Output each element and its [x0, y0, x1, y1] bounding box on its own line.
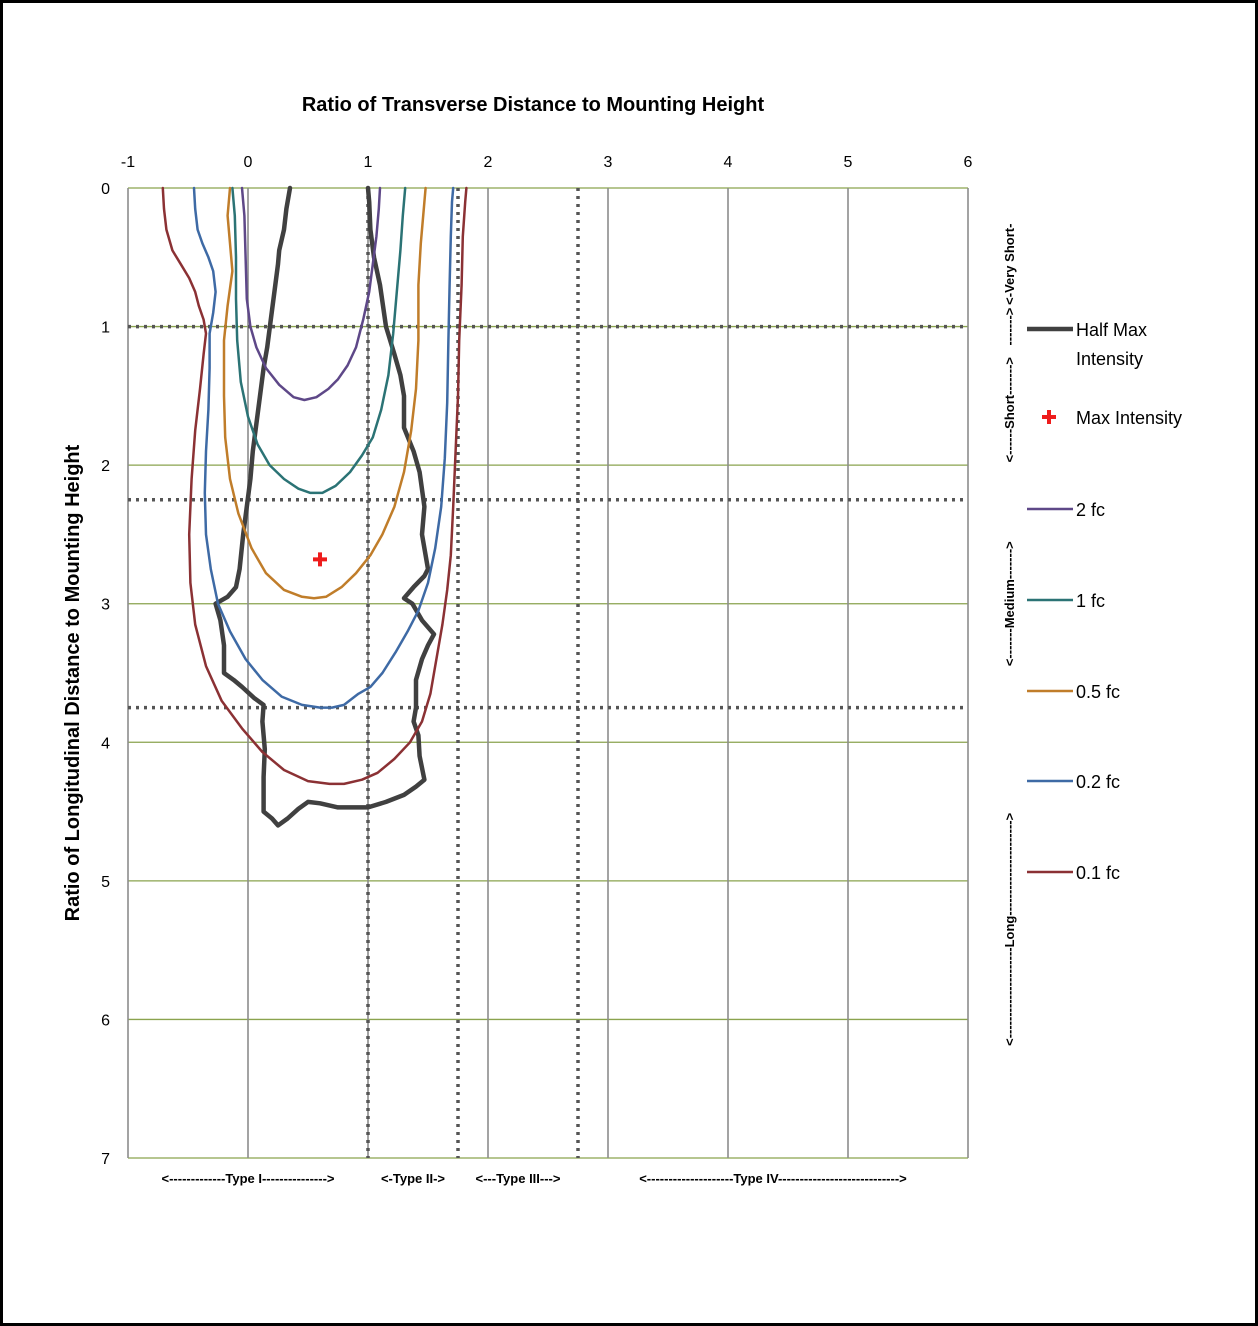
y-tick-label: 0 [101, 181, 110, 198]
y-tick-label: 3 [101, 597, 110, 614]
series-line-0-2-fc [192, 186, 455, 709]
series-layer [161, 185, 468, 828]
series-line-2-fc [240, 186, 382, 402]
series-line-1-fc [231, 186, 407, 495]
range-band-label: <-Very Short- [1002, 224, 1017, 305]
y-tick-label: 1 [101, 320, 110, 337]
chart-svg: Ratio of Transverse Distance to Mounting… [62, 94, 1182, 1186]
series-line-half-max-intensity [213, 185, 437, 828]
legend-label: 1 fc [1076, 591, 1105, 611]
y-tick-label: 2 [101, 458, 110, 475]
type-band-label: <--------------------Type IV------------… [639, 1171, 907, 1186]
range-band-label: <------Short-------> [1002, 357, 1017, 463]
y-tick-label: 5 [101, 874, 110, 891]
max-intensity-marker [313, 552, 327, 567]
range-band-label: <-------Medium-------> [1002, 541, 1017, 666]
type-band-label: <-Type II-> [381, 1171, 445, 1186]
legend-label: 0.5 fc [1076, 682, 1120, 702]
range-band-label: -------> [1002, 307, 1017, 345]
x-tick-label: 1 [364, 154, 373, 171]
legend-label: 0.2 fc [1076, 772, 1120, 792]
x-tick-label: 5 [844, 154, 853, 171]
legend-label: 2 fc [1076, 500, 1105, 520]
y-tick-label: 6 [101, 1012, 110, 1029]
band-layer: <-------------Type I---------------> <-Ty… [162, 224, 1018, 1186]
divider-layer [128, 188, 968, 1158]
type-band-label: <-------------Type I---------------> [162, 1171, 335, 1186]
legend-label: 0.1 fc [1076, 863, 1120, 883]
legend-marker-max-intensity [1042, 410, 1056, 424]
tick-layer: 0 1 2 3 4 5 6 7 -1 0 1 2 3 4 5 6 [101, 154, 972, 1168]
legend-label: Half Max [1076, 320, 1147, 340]
series-line-0-1-fc [161, 186, 468, 786]
legend-label: Max Intensity [1076, 408, 1182, 428]
x-tick-label: -1 [121, 154, 135, 171]
y-tick-label: 7 [101, 1151, 110, 1168]
y-axis-title: Ratio of Longitudinal Distance to Mounti… [62, 444, 84, 921]
type-band-label: <---Type III---> [476, 1171, 561, 1186]
x-tick-label: 3 [604, 154, 613, 171]
x-tick-label: 4 [724, 154, 733, 171]
x-tick-label: 6 [964, 154, 973, 171]
marker-layer [313, 552, 327, 567]
y-tick-label: 4 [101, 735, 110, 752]
x-tick-label: 2 [484, 154, 493, 171]
chart-title: Ratio of Transverse Distance to Mounting… [302, 94, 765, 116]
range-band-label: <---------------------Long--------------… [1002, 812, 1017, 1046]
grid-layer [127, 187, 969, 1159]
legend-label-line2: Intensity [1076, 349, 1143, 369]
series-line-0-5-fc [222, 186, 427, 600]
legend: Half Max Intensity Max Intensity 2 fc 1 fc 0.… [1027, 320, 1182, 883]
x-tick-label: 0 [244, 154, 253, 171]
